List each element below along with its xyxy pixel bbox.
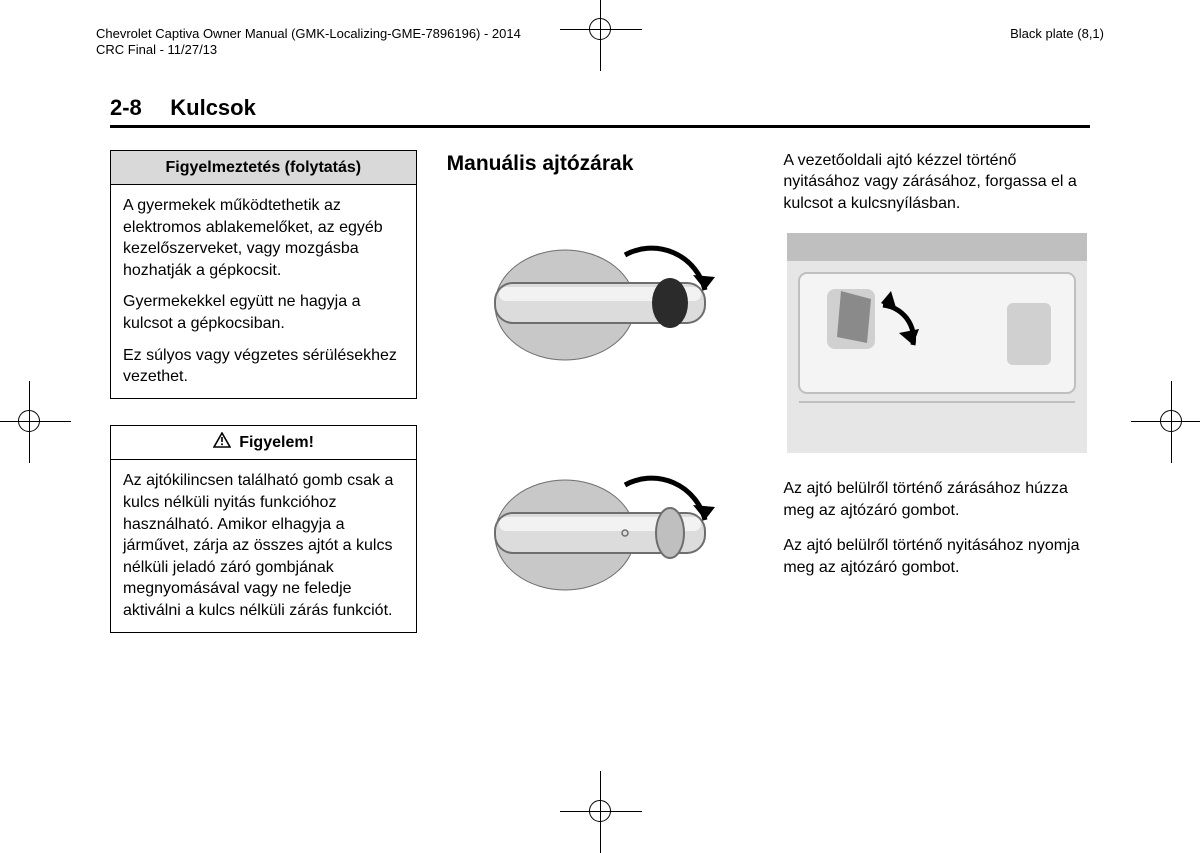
caution-heading-text: Figyelem!	[239, 434, 314, 451]
column-3: A vezetőoldali ajtó kézzel történő nyitá…	[783, 150, 1090, 659]
figure-outer-handle-lock	[447, 190, 754, 400]
doc-id-line1: Chevrolet Captiva Owner Manual (GMK-Loca…	[96, 26, 521, 42]
crop-mark-left	[18, 410, 40, 432]
section-header: 2-8 Kulcsok	[110, 95, 1090, 128]
warning-p3: Ez súlyos vagy végzetes sérülésekhez vez…	[123, 345, 404, 388]
doc-id-line2: CRC Final - 11/27/13	[96, 42, 521, 58]
col3-p1: A vezetőoldali ajtó kézzel történő nyitá…	[783, 150, 1090, 215]
col3-p2: Az ajtó belülről történő zárásához húzza…	[783, 478, 1090, 521]
warning-box: Figyelmeztetés (folytatás) A gyermekek m…	[110, 150, 417, 399]
column-1: Figyelmeztetés (folytatás) A gyermekek m…	[110, 150, 417, 659]
warning-p2: Gyermekekkel együtt ne hagyja a kulcsot …	[123, 291, 404, 334]
section-title: Kulcsok	[170, 95, 256, 120]
col2-heading: Manuális ajtózárak	[447, 150, 754, 178]
warning-triangle-icon	[213, 432, 231, 448]
caution-box: Figyelem! Az ajtókilincsen található gom…	[110, 425, 417, 633]
column-2: Manuális ajtózárak	[447, 150, 754, 659]
warning-p1: A gyermekek működtethetik az elektromos …	[123, 195, 404, 281]
figure-outer-handle-unlock	[447, 420, 754, 630]
print-header: Chevrolet Captiva Owner Manual (GMK-Loca…	[96, 26, 1104, 59]
page-number: 2-8	[110, 95, 142, 120]
caution-body: Az ajtókilincsen található gomb csak a k…	[123, 470, 404, 621]
crop-mark-bottom	[589, 800, 611, 822]
caution-box-heading: Figyelem!	[111, 426, 416, 461]
plate-label: Black plate (8,1)	[1010, 26, 1104, 59]
col3-p3: Az ajtó belülről történő nyitásához nyom…	[783, 535, 1090, 578]
page-content: Chevrolet Captiva Owner Manual (GMK-Loca…	[96, 26, 1104, 780]
figure-inner-lock-lever	[783, 228, 1090, 458]
warning-box-heading: Figyelmeztetés (folytatás)	[111, 151, 416, 186]
crop-mark-right	[1160, 410, 1182, 432]
